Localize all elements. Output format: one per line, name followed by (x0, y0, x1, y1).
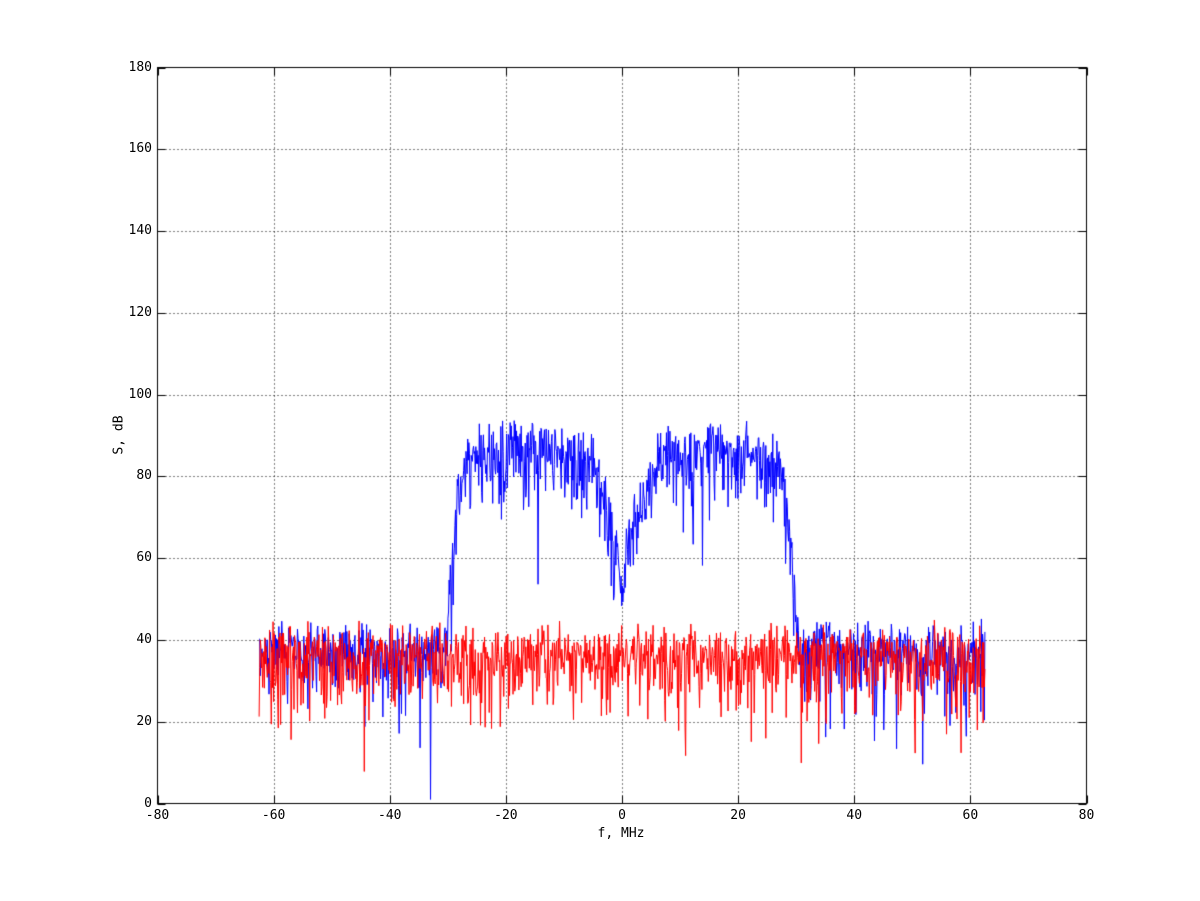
y-tick-label-60: 60 (136, 550, 152, 566)
x-tick-label--40: -40 (378, 808, 402, 823)
y-tick-label-20: 20 (136, 713, 152, 729)
y-tick-label-140: 140 (128, 223, 152, 239)
x-tick-label-80: 80 (1078, 808, 1095, 823)
y-tick-label-80: 80 (136, 468, 152, 484)
x-axis-label: f, MHz (597, 826, 645, 841)
x-tick-label--60: -60 (261, 808, 286, 823)
y-tick-label-40: 40 (136, 631, 152, 647)
x-tick-label-40: 40 (846, 808, 863, 823)
y-tick-label-0: 0 (144, 795, 152, 811)
x-tick-label--20: -20 (494, 808, 518, 823)
y-tick-label-160: 160 (128, 141, 152, 157)
x-tick-label--80: -80 (145, 808, 170, 823)
y-tick-label-100: 100 (128, 386, 152, 402)
x-tick-label-0: 0 (618, 808, 626, 823)
y-tick-label-180: 180 (128, 59, 152, 75)
x-tick-label-60: 60 (962, 808, 979, 823)
y-tick-label-120: 120 (128, 304, 152, 320)
y-axis-label: S, dB (111, 415, 127, 455)
x-tick-label-20: 20 (730, 808, 746, 823)
